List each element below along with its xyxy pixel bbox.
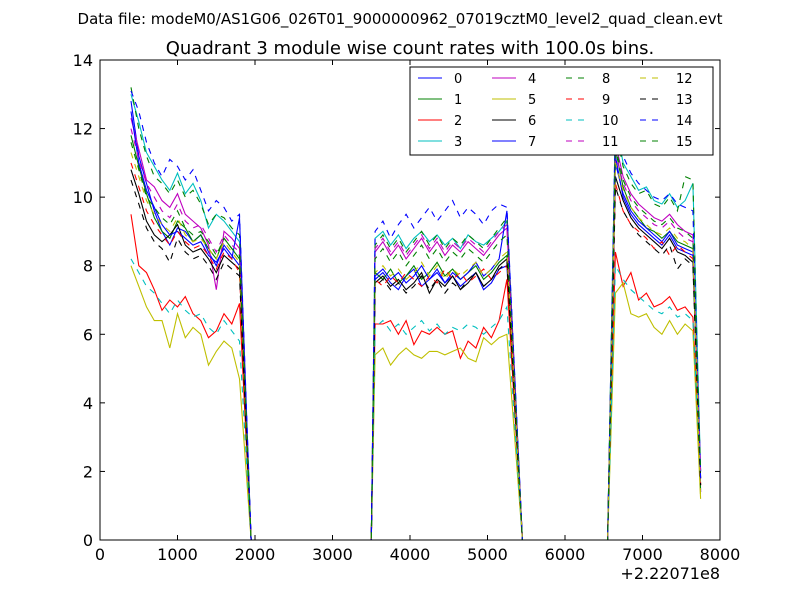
x-tick-label: 8000	[700, 545, 741, 564]
series-line-15	[130, 142, 702, 541]
y-tick-label: 4	[83, 394, 93, 413]
series-line-6	[130, 169, 702, 541]
x-tick-label: 7000	[622, 545, 663, 564]
series-line-4	[130, 118, 702, 541]
legend-label-12: 12	[676, 72, 693, 87]
y-tick-label: 0	[83, 531, 93, 550]
legend-label-14: 14	[676, 114, 693, 129]
series-line-13	[130, 179, 702, 541]
series-line-14	[130, 90, 702, 541]
x-tick-label: 2000	[235, 545, 276, 564]
x-tick-label: 5000	[467, 545, 508, 564]
x-tick-label: 3000	[312, 545, 353, 564]
x-offset-label: +2.22071e8	[620, 564, 720, 583]
legend-label-2: 2	[454, 114, 462, 129]
x-tick-label: 4000	[390, 545, 431, 564]
legend-label-13: 13	[676, 93, 693, 108]
legend-label-5: 5	[528, 93, 536, 108]
y-tick-label: 10	[73, 188, 93, 207]
x-tick-label: 6000	[545, 545, 586, 564]
legend-label-4: 4	[528, 72, 536, 87]
series-layer	[130, 87, 702, 541]
legend-frame	[409, 66, 714, 156]
series-line-3	[130, 94, 702, 541]
legend-label-7: 7	[528, 135, 536, 150]
series-line-12	[130, 152, 702, 541]
chart-title: Quadrant 3 module wise count rates with …	[166, 38, 655, 59]
x-tick-label: 1000	[157, 545, 198, 564]
series-line-10	[130, 258, 702, 541]
y-tick-label: 12	[73, 120, 93, 139]
ticks-layer: 0 1000 2000 3000 4000 5000 6000 7000 80000246810…	[73, 51, 741, 564]
legend-label-9: 9	[602, 93, 610, 108]
legend-label-0: 0	[454, 72, 462, 87]
chart-suptitle: Data file: modeM0/AS1G06_026T01_90000009…	[78, 10, 723, 29]
x-tick-label: 0	[95, 545, 105, 564]
legend-label-15: 15	[676, 135, 693, 150]
series-line-2	[130, 214, 702, 541]
series-line-7	[130, 111, 702, 541]
series-line-8	[130, 87, 702, 541]
legend-label-11: 11	[602, 135, 619, 150]
series-line-11	[130, 128, 702, 541]
legend-label-6: 6	[528, 114, 536, 129]
legend-label-1: 1	[454, 93, 462, 108]
y-tick-label: 2	[83, 462, 93, 481]
legend-label-10: 10	[602, 114, 619, 129]
series-line-5	[130, 265, 702, 541]
legend-label-3: 3	[454, 135, 462, 150]
y-tick-label: 14	[73, 51, 93, 70]
y-tick-label: 6	[83, 325, 93, 344]
legend-label-8: 8	[602, 72, 610, 87]
y-tick-label: 8	[83, 257, 93, 276]
